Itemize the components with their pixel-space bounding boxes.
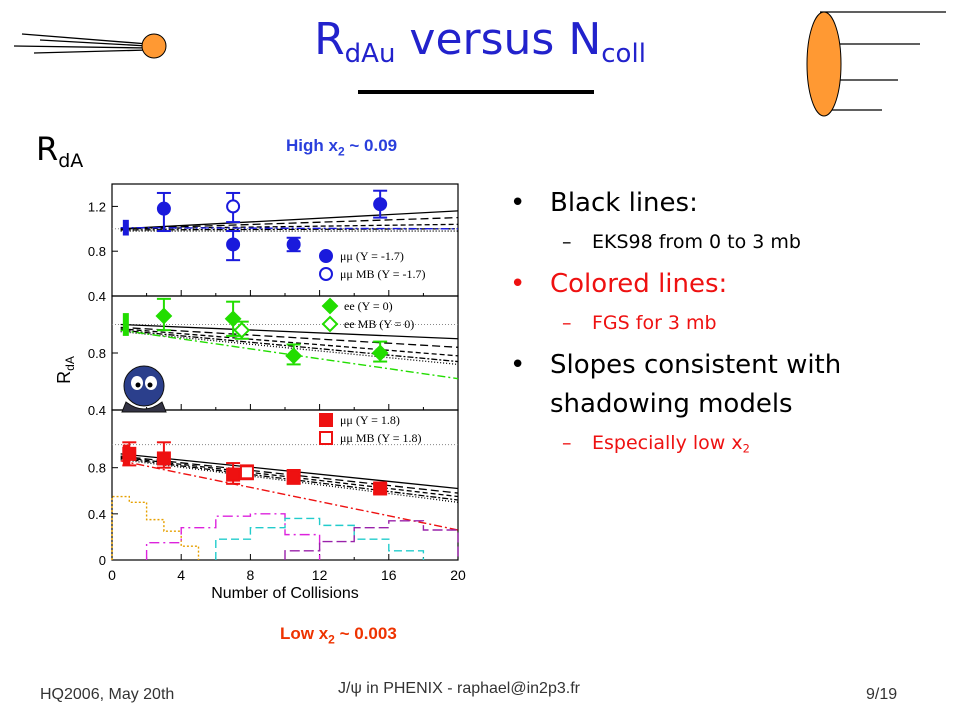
data-point bbox=[122, 446, 137, 461]
global-sys-box bbox=[122, 219, 129, 236]
eks98-line bbox=[120, 329, 459, 363]
data-point bbox=[224, 310, 242, 328]
y-axis-label: RdA bbox=[54, 356, 77, 384]
slide-title: RdAu versus Ncoll bbox=[314, 14, 646, 69]
mascot-head bbox=[123, 365, 165, 407]
sub-bullet-low-x2: Especially low x2 bbox=[510, 428, 940, 463]
legend-marker bbox=[319, 413, 333, 427]
data-point bbox=[156, 201, 171, 216]
footer-center: J/ψ in PHENIX - raphael@in2p3.fr bbox=[338, 680, 580, 697]
rda-label: RdA bbox=[36, 130, 84, 172]
bullet-black-lines: Black lines: bbox=[510, 184, 940, 223]
x-tick-label: 8 bbox=[247, 567, 255, 583]
x-tick-label: 20 bbox=[450, 567, 466, 583]
ncoll-histogram bbox=[284, 520, 459, 560]
x-tick-label: 4 bbox=[177, 567, 185, 583]
y-tick-label: 0 bbox=[99, 553, 106, 568]
y-tick-label: 0.4 bbox=[88, 403, 106, 418]
x-tick-label: 0 bbox=[108, 567, 116, 583]
data-point bbox=[373, 481, 388, 496]
panel-2: 0.4 0.8 ee (Y = 0) ee MB (Y = 0) bbox=[88, 295, 459, 418]
eks98-line bbox=[120, 323, 459, 340]
high-x2-label: High x2 ~ 0.09 bbox=[286, 136, 398, 159]
ncoll-histogram bbox=[145, 513, 321, 560]
data-point bbox=[239, 465, 254, 480]
ncoll-histogram bbox=[215, 517, 425, 560]
data-point bbox=[285, 347, 303, 365]
eks98-line bbox=[120, 223, 459, 230]
data-point bbox=[373, 197, 388, 212]
x-tick-label: 16 bbox=[381, 567, 397, 583]
data-point bbox=[156, 451, 171, 466]
sub-bullet-eks98: EKS98 from 0 to 3 mb bbox=[510, 227, 940, 257]
global-sys-box bbox=[122, 313, 129, 336]
sub-bullet-fgs: FGS for 3 mb bbox=[510, 308, 940, 338]
legend-label: μμ (Y = 1.8) bbox=[340, 413, 400, 427]
comet-left-icon bbox=[13, 33, 167, 59]
y-tick-label: 0.4 bbox=[88, 507, 106, 522]
legend-label: μμ MB (Y = 1.8) bbox=[340, 431, 422, 445]
legend-label: μμ (Y = -1.7) bbox=[340, 249, 404, 263]
legend-marker bbox=[319, 431, 333, 445]
eks98-line bbox=[120, 216, 459, 230]
legend-marker bbox=[321, 297, 339, 315]
comet-right-icon bbox=[806, 11, 946, 117]
mascot-body bbox=[121, 401, 167, 413]
mascot-pupil bbox=[135, 382, 141, 388]
bullet-colored-lines: Colored lines: bbox=[510, 265, 940, 304]
y-tick-label: 0.4 bbox=[88, 289, 106, 304]
y-tick-label: 1.2 bbox=[88, 199, 106, 214]
data-point bbox=[286, 237, 301, 252]
rda-chart: 0.40.81.2μμ (Y = -1.7)μμ MB (Y = -1.7)0.… bbox=[54, 183, 466, 602]
mascot-pupil bbox=[147, 382, 153, 388]
legend-label: ee MB (Y = 0) bbox=[344, 317, 414, 331]
bullet-slopes: Slopes consistent with shadowing models bbox=[510, 346, 940, 424]
data-point bbox=[226, 199, 241, 214]
y-tick-label: 0.8 bbox=[88, 461, 106, 476]
ncoll-histogram bbox=[111, 495, 200, 560]
data-point bbox=[286, 469, 301, 484]
data-point bbox=[233, 321, 251, 339]
eks98-line bbox=[120, 228, 459, 231]
footer-left: HQ2006, May 20th bbox=[40, 686, 175, 703]
x-tick-label: 12 bbox=[312, 567, 328, 583]
low-x2-label: Low x2 ~ 0.003 bbox=[280, 624, 397, 647]
eks98-line bbox=[120, 326, 459, 348]
data-point bbox=[226, 237, 241, 252]
mascot-icon bbox=[121, 365, 167, 413]
legend-marker bbox=[321, 315, 339, 333]
bullet-list: Black lines: EKS98 from 0 to 3 mb Colore… bbox=[510, 178, 940, 471]
panel-1: 0.4 0.8 1.2 μμ (Y = -1.7) μμ MB (Y = -1.7) bbox=[88, 183, 459, 304]
legend-marker bbox=[319, 267, 333, 281]
y-tick-label: 0.8 bbox=[88, 244, 106, 259]
footer-page-number: 9/19 bbox=[866, 686, 898, 703]
fgs-line bbox=[120, 460, 459, 531]
eks98-line bbox=[120, 328, 459, 357]
panel-3: 0 0.4 0.8 μμ (Y = 1.8) μμ MB (Y = 1.8) bbox=[88, 409, 459, 568]
fgs-line bbox=[120, 329, 459, 380]
data-point bbox=[155, 307, 173, 325]
title-underline bbox=[358, 90, 594, 94]
y-tick-label: 0.8 bbox=[88, 346, 106, 361]
x-axis-label: Number of Collisions bbox=[211, 585, 359, 602]
data-point bbox=[371, 344, 389, 362]
eks98-line bbox=[120, 210, 459, 230]
eks98-line bbox=[120, 330, 459, 366]
data-point bbox=[226, 467, 241, 482]
legend-label: μμ MB (Y = -1.7) bbox=[340, 267, 426, 281]
legend-label: ee (Y = 0) bbox=[344, 299, 393, 313]
legend-marker bbox=[319, 249, 333, 263]
